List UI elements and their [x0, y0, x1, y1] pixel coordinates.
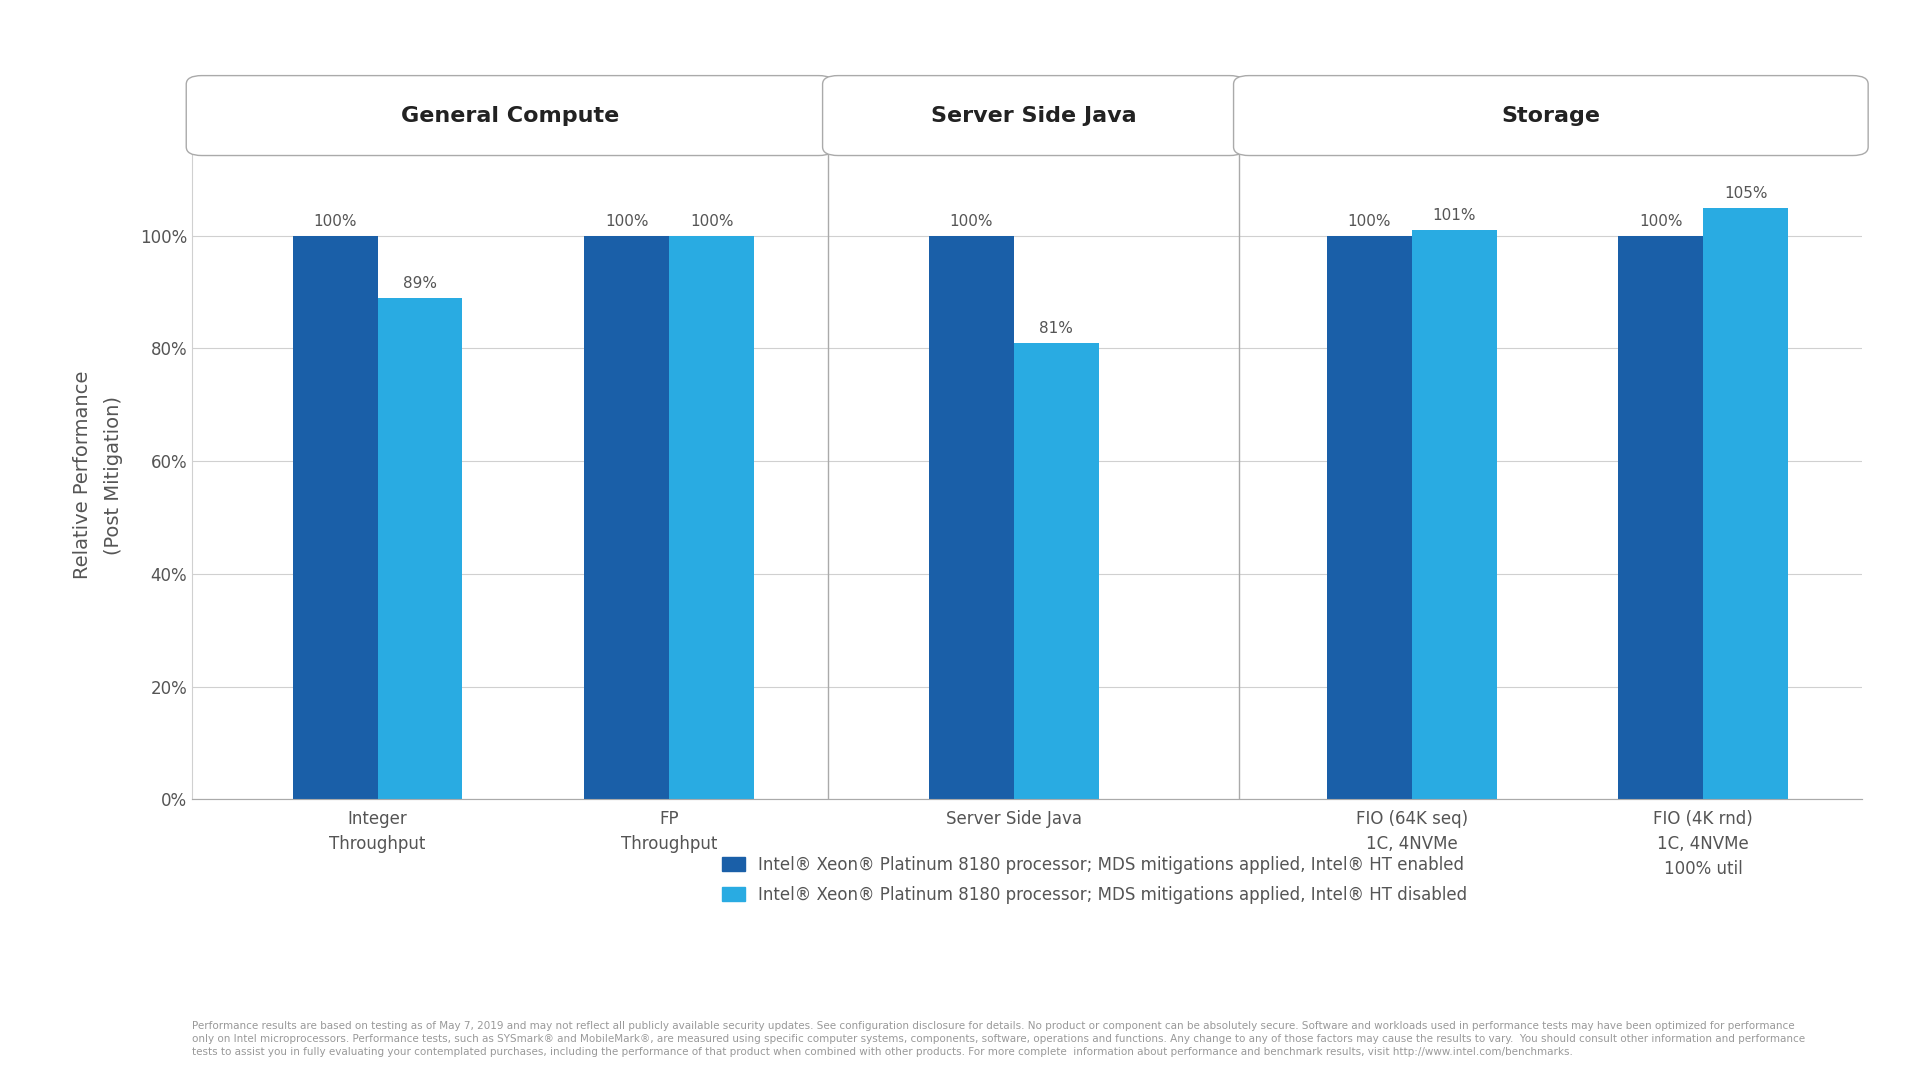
Text: Server Side Java: Server Side Java	[931, 106, 1137, 125]
Text: 100%: 100%	[605, 214, 649, 229]
Bar	[929, 235, 1014, 799]
Text: Storage: Storage	[1501, 106, 1601, 125]
Text: 81%: 81%	[1039, 321, 1073, 336]
Bar	[378, 298, 463, 799]
Bar	[1014, 342, 1098, 799]
Text: 100%: 100%	[1640, 214, 1682, 229]
Y-axis label: Relative Performance
(Post Mitigation): Relative Performance (Post Mitigation)	[73, 372, 123, 579]
Bar	[1327, 235, 1411, 799]
Text: 105%: 105%	[1724, 186, 1768, 201]
Text: 100%: 100%	[1348, 214, 1390, 229]
Bar	[1703, 207, 1788, 799]
Text: 100%: 100%	[689, 214, 733, 229]
Text: General Compute: General Compute	[401, 106, 620, 125]
Text: 89%: 89%	[403, 276, 438, 291]
Text: Performance results are based on testing as of May 7, 2019 and may not reflect a: Performance results are based on testing…	[192, 1021, 1805, 1057]
Bar	[292, 235, 378, 799]
Bar	[1411, 230, 1496, 799]
Bar	[584, 235, 670, 799]
Bar	[1619, 235, 1703, 799]
Bar	[670, 235, 755, 799]
Text: 100%: 100%	[950, 214, 993, 229]
Legend: Intel® Xeon® Platinum 8180 processor; MDS mitigations applied, Intel® HT enabled: Intel® Xeon® Platinum 8180 processor; MD…	[722, 856, 1467, 904]
Text: 101%: 101%	[1432, 208, 1476, 224]
Text: 100%: 100%	[313, 214, 357, 229]
